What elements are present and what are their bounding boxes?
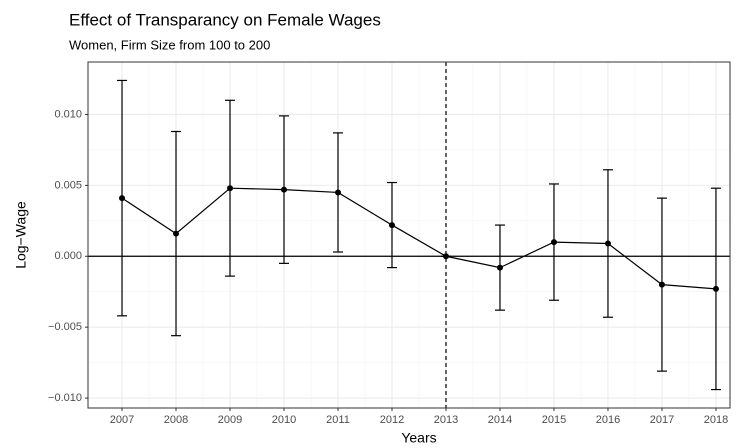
point [712,285,719,292]
x-tick-label: 2007 [110,414,134,426]
chart-subtitle: Women, Firm Size from 100 to 200 [69,37,270,52]
x-tick-label: 2017 [650,414,674,426]
x-axis-label: Years [401,430,436,446]
point [173,230,180,237]
point [442,253,449,260]
x-tick-label: 2009 [218,414,242,426]
x-tick-label: 2018 [704,414,728,426]
x-tick-label: 2012 [380,414,404,426]
point [496,264,503,271]
panel-border [87,61,731,409]
point [281,186,288,193]
y-tick-label: 0.010 [54,108,82,120]
point [658,281,665,288]
y-tick-label: 0.000 [54,250,82,262]
x-tick-label: 2008 [164,414,188,426]
y-tick-label: 0.005 [54,179,82,191]
point [227,185,234,192]
point [604,240,611,247]
x-tick-label: 2014 [488,414,512,426]
x-tick-label: 2015 [542,414,566,426]
line [121,187,717,290]
y-tick-label: −0.005 [48,321,82,333]
x-tick-label: 2016 [596,414,620,426]
point [388,222,395,229]
point [550,239,557,246]
y-tick-label: −0.010 [48,392,82,404]
x-tick-label: 2010 [272,414,296,426]
point [334,189,341,196]
x-tick-label: 2011 [326,414,350,426]
y-axis-label: Log−Wage [13,201,29,269]
point [119,195,126,202]
chart-title: Effect of Transparancy on Female Wages [69,10,381,29]
x-tick-label: 2013 [434,414,458,426]
